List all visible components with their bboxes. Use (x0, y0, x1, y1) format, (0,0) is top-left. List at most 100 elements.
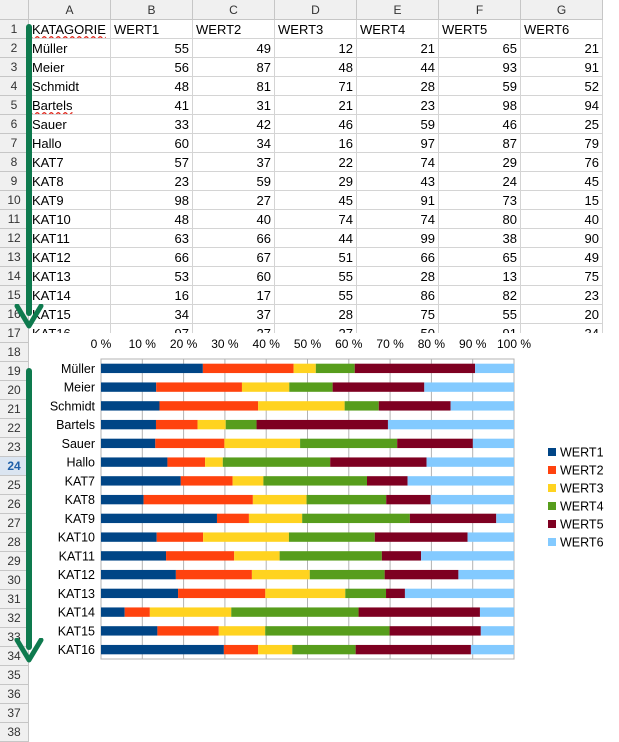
table-cell[interactable]: 66 (357, 248, 439, 267)
table-cell[interactable]: 94 (521, 96, 603, 115)
table-cell[interactable]: KAT8 (29, 172, 111, 191)
row-header-11[interactable]: 11 (0, 210, 29, 229)
row-header-22[interactable]: 22 (0, 419, 29, 438)
table-cell[interactable]: 55 (275, 267, 357, 286)
table-cell[interactable]: 27 (193, 191, 275, 210)
row-header-25[interactable]: 25 (0, 476, 29, 495)
table-cell[interactable]: 66 (111, 248, 193, 267)
row-header-7[interactable]: 7 (0, 134, 29, 153)
table-cell[interactable]: 87 (193, 58, 275, 77)
table-cell[interactable]: 57 (111, 153, 193, 172)
row-header-13[interactable]: 13 (0, 248, 29, 267)
row-header-20[interactable]: 20 (0, 381, 29, 400)
table-cell[interactable]: 55 (275, 286, 357, 305)
table-cell[interactable]: 97 (357, 134, 439, 153)
table-cell[interactable]: 91 (357, 191, 439, 210)
table-cell[interactable]: Schmidt (29, 77, 111, 96)
header-cell[interactable]: WERT3 (275, 20, 357, 39)
row-header-5[interactable]: 5 (0, 96, 29, 115)
table-cell[interactable]: KAT7 (29, 153, 111, 172)
column-header-c[interactable]: C (193, 0, 275, 20)
table-cell[interactable]: 80 (439, 210, 521, 229)
table-cell[interactable]: 45 (521, 172, 603, 191)
select-all-corner[interactable] (0, 0, 29, 20)
row-header-6[interactable]: 6 (0, 115, 29, 134)
table-cell[interactable]: 59 (357, 115, 439, 134)
table-cell[interactable]: 93 (439, 58, 521, 77)
table-cell[interactable]: 28 (357, 267, 439, 286)
row-header-35[interactable]: 35 (0, 666, 29, 685)
header-cell[interactable]: WERT5 (439, 20, 521, 39)
table-cell[interactable]: KAT15 (29, 305, 111, 324)
header-cell[interactable]: KATAGORIE (29, 20, 111, 39)
row-header-38[interactable]: 38 (0, 723, 29, 742)
table-cell[interactable]: 55 (439, 305, 521, 324)
table-cell[interactable]: 20 (521, 305, 603, 324)
table-cell[interactable]: 17 (193, 286, 275, 305)
row-header-10[interactable]: 10 (0, 191, 29, 210)
table-cell[interactable]: 12 (275, 39, 357, 58)
table-cell[interactable]: 71 (275, 77, 357, 96)
column-header-d[interactable]: D (275, 0, 357, 20)
column-header-e[interactable]: E (357, 0, 439, 20)
table-cell[interactable]: 49 (521, 248, 603, 267)
table-cell[interactable]: 38 (439, 229, 521, 248)
table-cell[interactable]: 16 (275, 134, 357, 153)
table-cell[interactable]: 59 (439, 77, 521, 96)
table-cell[interactable]: 40 (521, 210, 603, 229)
table-cell[interactable]: 51 (275, 248, 357, 267)
table-cell[interactable]: KAT12 (29, 248, 111, 267)
row-header-14[interactable]: 14 (0, 267, 29, 286)
table-cell[interactable]: 76 (521, 153, 603, 172)
row-header-37[interactable]: 37 (0, 704, 29, 723)
table-cell[interactable]: 75 (357, 305, 439, 324)
row-header-26[interactable]: 26 (0, 495, 29, 514)
row-header-12[interactable]: 12 (0, 229, 29, 248)
header-cell[interactable]: WERT2 (193, 20, 275, 39)
table-cell[interactable]: Hallo (29, 134, 111, 153)
table-cell[interactable]: 74 (275, 210, 357, 229)
table-cell[interactable]: KAT10 (29, 210, 111, 229)
column-header-a[interactable]: A (29, 0, 111, 20)
table-cell[interactable]: 13 (439, 267, 521, 286)
table-cell[interactable]: 48 (275, 58, 357, 77)
table-cell[interactable]: 22 (275, 153, 357, 172)
table-cell[interactable]: KAT13 (29, 267, 111, 286)
table-cell[interactable]: 98 (111, 191, 193, 210)
table-cell[interactable]: 65 (439, 248, 521, 267)
table-cell[interactable]: Sauer (29, 115, 111, 134)
table-cell[interactable]: 91 (521, 58, 603, 77)
table-cell[interactable]: 82 (439, 286, 521, 305)
table-cell[interactable]: Meier (29, 58, 111, 77)
column-header-b[interactable]: B (111, 0, 193, 20)
table-cell[interactable]: 37 (193, 153, 275, 172)
table-cell[interactable]: 44 (275, 229, 357, 248)
row-header-24[interactable]: 24 (0, 457, 29, 476)
table-cell[interactable]: 33 (111, 115, 193, 134)
table-cell[interactable]: 29 (275, 172, 357, 191)
table-cell[interactable]: 21 (357, 39, 439, 58)
table-cell[interactable]: 79 (521, 134, 603, 153)
table-cell[interactable]: 86 (357, 286, 439, 305)
row-header-32[interactable]: 32 (0, 609, 29, 628)
table-cell[interactable]: 59 (193, 172, 275, 191)
table-cell[interactable]: 45 (275, 191, 357, 210)
table-cell[interactable]: 73 (439, 191, 521, 210)
table-cell[interactable]: 37 (193, 305, 275, 324)
table-cell[interactable]: 75 (521, 267, 603, 286)
table-cell[interactable]: 23 (521, 286, 603, 305)
row-header-1[interactable]: 1 (0, 20, 29, 39)
table-cell[interactable]: 29 (439, 153, 521, 172)
row-header-3[interactable]: 3 (0, 58, 29, 77)
stacked-percent-bar-chart[interactable]: 0 % 10 % 20 % 30 % 40 % 50 % 60 % 70 % 80 % 90 % 1… (29, 333, 619, 667)
row-header-9[interactable]: 9 (0, 172, 29, 191)
row-header-27[interactable]: 27 (0, 514, 29, 533)
table-cell[interactable]: 41 (111, 96, 193, 115)
column-header-f[interactable]: F (439, 0, 521, 20)
row-header-36[interactable]: 36 (0, 685, 29, 704)
table-cell[interactable]: 60 (111, 134, 193, 153)
table-cell[interactable]: 66 (193, 229, 275, 248)
header-cell[interactable]: WERT6 (521, 20, 603, 39)
row-header-29[interactable]: 29 (0, 552, 29, 571)
table-cell[interactable]: 98 (439, 96, 521, 115)
